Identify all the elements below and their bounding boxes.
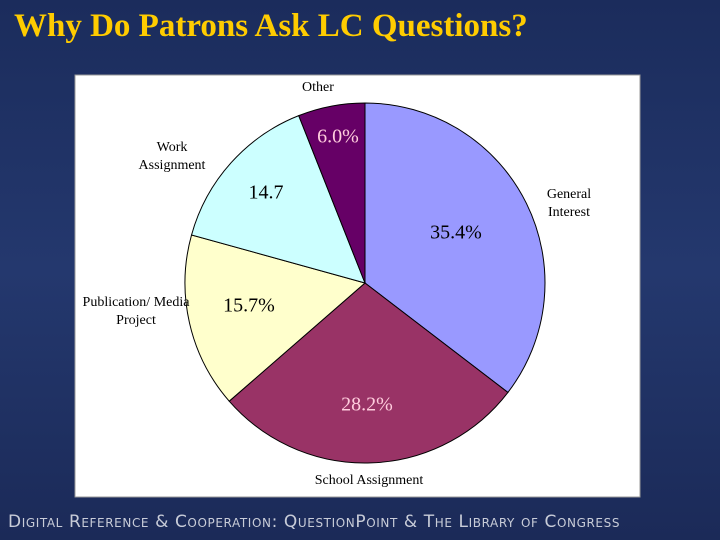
- value-label: 6.0%: [317, 125, 359, 148]
- pie-slice: [298, 102, 366, 284]
- footer: Digital Reference & Cooperation: Questio…: [8, 512, 621, 532]
- category-label: Other: [302, 80, 334, 95]
- value-label: 35.4%: [430, 221, 482, 244]
- category-label: School Assignment: [314, 473, 424, 488]
- pie-slice: [228, 282, 509, 464]
- category-label: Work Assignment: [138, 140, 206, 173]
- pie-slice: [190, 114, 366, 284]
- slide-title: Why Do Patrons Ask LC Questions?: [14, 8, 528, 44]
- category-label: General Interest: [546, 187, 592, 220]
- value-label: 14.7: [248, 181, 284, 204]
- value-label: 28.2%: [341, 393, 393, 416]
- category-label: Publication/ Media Project: [82, 295, 190, 328]
- pie-slice: [184, 234, 367, 402]
- pie-slice: [364, 102, 546, 394]
- pie: [184, 102, 546, 464]
- value-label: 15.7%: [223, 294, 275, 317]
